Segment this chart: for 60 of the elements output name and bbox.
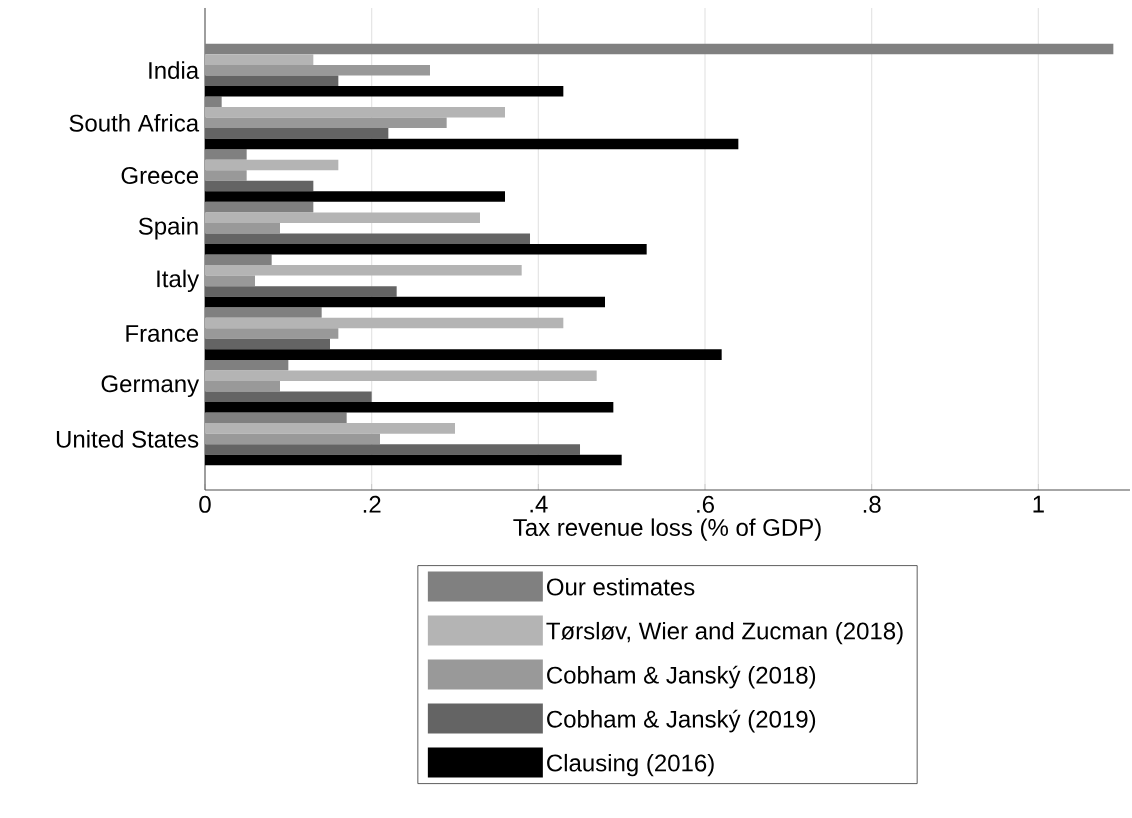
bar: [205, 43, 1114, 55]
bar: [205, 222, 280, 234]
x-tick-label: 1: [1033, 495, 1044, 513]
y-tick-label: Greece: [121, 167, 199, 185]
bar: [205, 201, 314, 213]
y-tick-label: France: [126, 325, 199, 342]
x-tick-label: .6: [697, 495, 714, 513]
bar: [205, 149, 247, 160]
y-tick-label: South Africa: [69, 114, 200, 132]
bar: [205, 412, 347, 424]
legend-label: Cobham & Janský (2018): [547, 665, 816, 689]
bar: [205, 359, 289, 371]
bar: [205, 307, 322, 318]
bar: [205, 338, 330, 350]
x-tick-label: 0: [199, 495, 211, 513]
bar: [205, 317, 564, 329]
x-tick-label: .4: [530, 495, 548, 513]
bar: [205, 75, 339, 86]
bar: [205, 191, 505, 202]
bar: [205, 244, 647, 255]
bar: [205, 107, 505, 118]
bar: [205, 85, 564, 97]
bar: [205, 286, 397, 297]
y-tick-label: United States: [56, 430, 199, 448]
y-tick-label: India: [149, 61, 200, 79]
x-axis-title: Tax revenue loss (% of GDP): [513, 518, 821, 541]
bar: [205, 180, 314, 192]
bar: [205, 212, 480, 223]
bar: [205, 233, 530, 244]
bar: [205, 170, 247, 181]
bar: [205, 117, 447, 129]
legend-label: Clausing (2016): [547, 753, 714, 777]
bar: [205, 265, 522, 276]
bar: [205, 159, 339, 171]
bar: [205, 96, 222, 108]
bar: [205, 64, 430, 76]
bar: [205, 254, 272, 266]
bar: [205, 370, 597, 381]
legend-label: Our estimates: [546, 577, 695, 596]
bar: [205, 454, 622, 466]
bar: [205, 54, 314, 65]
x-tick-label: .8: [863, 495, 881, 513]
y-tick-label: Italy: [157, 269, 200, 293]
bar: [205, 328, 339, 339]
bar: [205, 275, 255, 287]
bar: [205, 380, 280, 392]
y-tick-label: Spain: [138, 217, 198, 240]
bar: [205, 444, 580, 455]
bar: [205, 349, 722, 360]
y-tick-label: Germany: [101, 375, 200, 398]
legend-label: Cobham & Janský (2019): [547, 709, 816, 733]
bar: [205, 296, 605, 308]
bar: [205, 423, 455, 434]
bar: [205, 433, 380, 445]
legend-label: Tørsløv, Wier and Zucman (2018): [546, 621, 903, 645]
bar: [205, 402, 614, 413]
bar: [205, 138, 739, 150]
bar: [205, 391, 372, 403]
bar: [205, 128, 389, 139]
x-tick-label: .2: [363, 495, 381, 513]
